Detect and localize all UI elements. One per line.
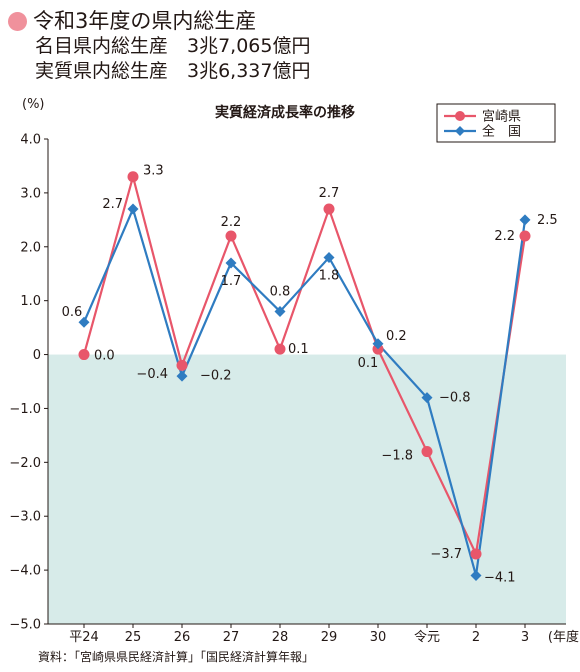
legend-marker-diamond <box>455 126 465 136</box>
miyazaki-point <box>78 349 90 361</box>
miyazaki-data-label: −3.7 <box>430 547 462 562</box>
x-tick-label: 27 <box>223 630 240 645</box>
real-gdp-text: 実質県内総生産 3兆6,337億円 <box>35 60 311 82</box>
header: 令和3年度の県内総生産 名目県内総生産 3兆7,065億円 実質県内総生産 3兆… <box>8 8 310 84</box>
national-point <box>274 305 286 317</box>
x-tick-label: 令元 <box>414 630 440 645</box>
x-tick-label: 28 <box>272 630 289 645</box>
miyazaki-data-label: 0.1 <box>358 356 379 371</box>
legend-label: 宮崎県 <box>482 109 521 125</box>
national-point <box>323 252 335 264</box>
y-tick-label: −3.0 <box>9 510 41 525</box>
series-line-national <box>82 205 527 576</box>
x-tick-label: 29 <box>321 630 338 645</box>
y-tick-label: −4.0 <box>9 564 41 579</box>
miyazaki-data-label: 3.3 <box>143 164 164 179</box>
y-tick-label: −2.0 <box>9 456 41 471</box>
national-data-label: −0.4 <box>136 367 168 382</box>
national-data-label: 2.5 <box>537 213 558 228</box>
miyazaki-point <box>274 343 286 355</box>
national-point <box>470 570 482 581</box>
national-data-label: 1.8 <box>319 269 340 284</box>
national-data-label: 0.2 <box>386 329 407 344</box>
y-tick-label: 4.0 <box>20 133 41 148</box>
x-tick-label: 26 <box>174 630 191 645</box>
miyazaki-point <box>176 359 188 371</box>
y-tick-label: 0 <box>33 348 41 363</box>
miyazaki-point <box>323 203 335 215</box>
x-tick-label: 30 <box>370 630 387 645</box>
national-data-label: −4.1 <box>484 571 516 586</box>
miyazaki-data-label: −1.8 <box>381 449 413 464</box>
national-point <box>127 203 139 215</box>
miyazaki-point <box>225 230 237 242</box>
x-tick-label: 25 <box>125 630 142 645</box>
miyazaki-point <box>519 230 531 242</box>
national-data-label: 0.6 <box>62 305 83 320</box>
y-tick-label: −1.0 <box>9 402 41 417</box>
miyazaki-data-label: −0.2 <box>200 368 232 383</box>
y-axis-unit: (%) <box>22 97 45 112</box>
national-data-label: 1.7 <box>221 274 242 289</box>
national-data-label: −0.8 <box>439 391 471 406</box>
y-tick-label: −5.0 <box>9 618 41 633</box>
miyazaki-point <box>127 171 139 183</box>
page-title: 令和3年度の県内総生産 <box>33 9 257 33</box>
legend-marker-circle <box>455 111 465 121</box>
x-tick-label: 3 <box>521 630 529 645</box>
series-line-miyazaki <box>82 172 527 558</box>
miyazaki-data-label: 0.1 <box>288 342 309 357</box>
legend-box <box>436 103 556 143</box>
national-data-label: 0.8 <box>270 284 291 299</box>
y-tick-label: 3.0 <box>20 186 41 201</box>
y-tick-label: 2.0 <box>20 240 41 255</box>
miyazaki-point <box>421 446 433 458</box>
national-data-label: 2.7 <box>102 197 123 212</box>
negative-area <box>48 354 566 624</box>
bullet-dot-icon <box>8 11 27 31</box>
miyazaki-point <box>470 548 482 560</box>
x-tick-label: 2 <box>472 630 480 645</box>
miyazaki-data-label: 2.7 <box>319 186 340 201</box>
x-tick-label: 平24 <box>69 630 99 645</box>
miyazaki-data-label: 0.0 <box>94 349 115 364</box>
miyazaki-data-label: 2.2 <box>221 215 242 230</box>
national-point <box>176 370 188 382</box>
national-point <box>372 338 384 350</box>
miyazaki-data-label: 2.2 <box>494 229 515 244</box>
national-point <box>421 392 433 404</box>
national-point <box>78 316 90 328</box>
source-note: 資料：「宮崎県県民経済計算」「国民経済計算年報」 <box>38 650 315 664</box>
national-point <box>225 257 237 269</box>
legend-label: 全 国 <box>482 124 521 140</box>
y-tick-label: 1.0 <box>20 294 41 309</box>
x-axis-unit: (年度) <box>548 629 580 645</box>
chart-title: 実質経済成長率の推移 <box>215 104 355 121</box>
national-point <box>519 214 531 226</box>
nominal-gdp-text: 名目県内総生産 3兆7,065億円 <box>35 35 311 57</box>
